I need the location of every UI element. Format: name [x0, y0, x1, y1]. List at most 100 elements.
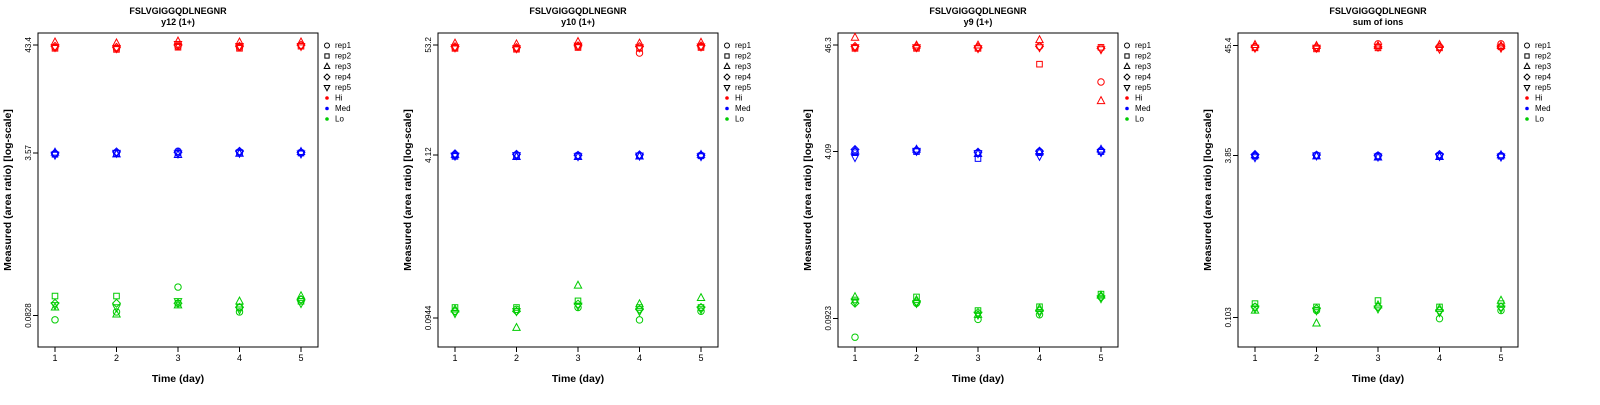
x-tick-label: 3 — [975, 353, 980, 363]
y-axis-label: Measured (area ratio) [log-scale] — [402, 109, 414, 271]
square-marker — [513, 304, 520, 311]
data-point-hi-rep5-day3 — [973, 45, 983, 54]
dot-marker — [325, 106, 329, 111]
legend-label: rep5 — [335, 83, 352, 92]
triangle-down-marker — [450, 44, 460, 53]
data-point-med-rep4-day1 — [1250, 149, 1260, 160]
legend-item-rep5: rep5 — [723, 83, 752, 92]
legend-item-rep5: rep5 — [1123, 83, 1152, 92]
legend-item-rep3: rep3 — [1523, 62, 1552, 71]
data-point-hi-rep5-day5 — [296, 43, 306, 52]
triangle-up-marker — [634, 38, 645, 47]
x-tick-label: 1 — [852, 353, 857, 363]
circle-marker — [1124, 42, 1130, 49]
triangle-down-marker — [973, 311, 983, 321]
triangle-down-marker — [1434, 309, 1445, 318]
data-point-hi-rep1-day5 — [1097, 78, 1105, 86]
triangle-up-marker — [573, 280, 583, 289]
data-point-lo-rep5-day3 — [1373, 305, 1383, 315]
square-marker — [636, 304, 643, 311]
triangle-down-marker — [1434, 45, 1445, 55]
triangle-up-marker — [111, 309, 122, 318]
legend-label: rep4 — [335, 73, 352, 82]
circle-marker — [851, 333, 859, 341]
data-point-hi-rep5-day4 — [1434, 45, 1445, 55]
diamond-marker — [1034, 146, 1045, 156]
diamond-marker — [296, 294, 306, 305]
triangle-up-marker — [450, 38, 460, 47]
panel-subtitle: y9 (1+) — [964, 17, 993, 27]
dot-marker — [1525, 96, 1529, 100]
data-point-hi-rep3-day3 — [573, 36, 583, 46]
triangle-down-marker — [50, 151, 60, 161]
triangle-up-marker — [696, 292, 706, 302]
diamond-marker — [450, 306, 460, 316]
data-point-hi-rep5-day2 — [911, 44, 922, 53]
legend-item-Hi: Hi — [1525, 94, 1543, 103]
y-tick-label: 53.2 — [424, 36, 433, 52]
circle-marker — [174, 283, 182, 291]
data-point-med-rep5-day4 — [634, 152, 645, 162]
x-tick-label: 5 — [298, 353, 303, 363]
triangle-down-marker — [634, 308, 645, 317]
data-point-lo-rep4-day1 — [450, 306, 460, 316]
data-point-hi-rep5-day4 — [234, 43, 245, 52]
dot-marker — [1125, 96, 1129, 100]
data-point-hi-rep3-day4 — [1434, 39, 1445, 49]
legend-item-rep4: rep4 — [1523, 73, 1552, 82]
dot-marker — [1125, 117, 1129, 121]
legend-item-rep2: rep2 — [1524, 52, 1552, 61]
legend-item-Med: Med — [325, 104, 351, 113]
data-point-lo-rep4-day2 — [111, 298, 122, 308]
triangle-down-marker — [1373, 153, 1383, 163]
triangle-down-marker — [973, 150, 983, 159]
data-point-lo-rep3-day5 — [296, 290, 306, 300]
triangle-up-marker — [1034, 34, 1045, 44]
triangle-down-marker — [1434, 153, 1445, 162]
legend-label: Hi — [1535, 94, 1543, 103]
data-point-med-rep5-day1 — [1250, 154, 1260, 163]
circle-marker — [324, 42, 330, 49]
data-point-lo-rep3-day5 — [1496, 295, 1506, 304]
triangle-down-marker — [1096, 46, 1106, 55]
triangle-down-marker — [634, 44, 645, 53]
triangle-down-marker — [1034, 44, 1045, 53]
data-point-hi-rep5-day1 — [50, 44, 60, 53]
triangle-up-marker — [296, 36, 306, 46]
y-tick-label: 43.4 — [24, 36, 33, 52]
data-point-med-rep5-day2 — [911, 147, 922, 157]
y-axis-label: Measured (area ratio) [log-scale] — [2, 109, 14, 271]
triangle-down-marker — [511, 152, 522, 161]
triangle-down-marker — [1034, 152, 1045, 162]
data-point-lo-rep2-day3 — [974, 307, 982, 314]
x-axis-label: Time (day) — [952, 373, 1004, 385]
x-tick-label: 2 — [914, 353, 919, 363]
triangle-down-marker — [973, 45, 983, 54]
data-point-lo-rep5-day3 — [173, 298, 183, 307]
data-point-med-rep5-day2 — [511, 152, 522, 161]
triangle-down-marker — [296, 150, 306, 159]
legend-label: rep3 — [1135, 62, 1152, 71]
legend-label: Lo — [735, 115, 744, 124]
legend-label: rep2 — [1135, 52, 1152, 61]
legend-item-rep1: rep1 — [1524, 41, 1552, 50]
data-point-med-rep5-day3 — [973, 150, 983, 159]
square-marker — [974, 307, 982, 314]
data-point-hi-rep3-day3 — [173, 36, 183, 45]
diamond-marker — [696, 41, 706, 51]
data-point-lo-rep3-day2 — [1311, 318, 1322, 327]
triangle-up-marker — [973, 309, 983, 318]
data-point-lo-rep3-day2 — [511, 322, 522, 331]
data-point-med-rep5-day2 — [111, 149, 122, 159]
data-point-med-rep5-day5 — [696, 153, 706, 162]
data-point-hi-rep5-day3 — [173, 41, 183, 50]
triangle-down-marker — [1311, 307, 1322, 316]
data-point-hi-rep2-day4 — [1036, 60, 1043, 68]
panel-subtitle: y10 (1+) — [561, 17, 595, 27]
data-point-hi-rep5-day1 — [450, 44, 460, 53]
legend-item-rep5: rep5 — [323, 83, 352, 92]
data-point-lo-rep1-day4 — [635, 316, 644, 324]
data-point-lo-rep2-day1 — [51, 292, 59, 300]
